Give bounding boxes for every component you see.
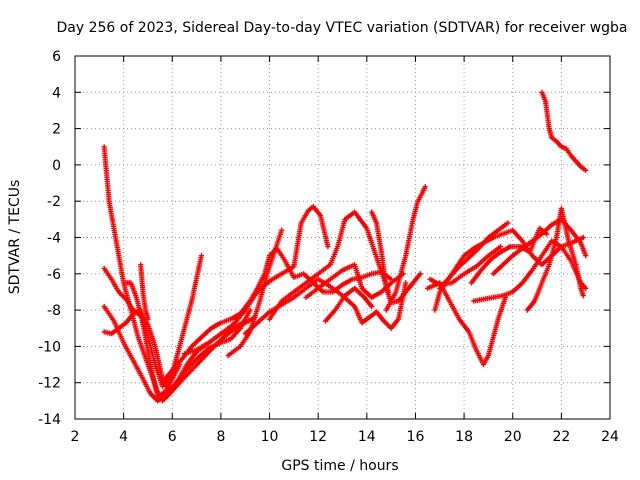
grid	[75, 56, 610, 419]
series-sat-x	[539, 89, 589, 173]
series-markers	[432, 227, 586, 313]
x-tick-label: 10	[261, 429, 279, 445]
y-tick-label: -2	[47, 194, 61, 210]
series-markers	[101, 144, 258, 404]
series-sat-t	[468, 225, 550, 286]
series-sat-w	[524, 205, 586, 313]
series-markers	[181, 204, 331, 357]
y-tick-label: 0	[52, 158, 61, 174]
y-tick-label: -8	[47, 303, 61, 319]
series-sat-m	[322, 285, 375, 324]
series-markers	[138, 262, 151, 322]
y-tick-label: -10	[38, 339, 61, 355]
x-tick-label: 12	[309, 429, 327, 445]
series-markers	[266, 209, 392, 322]
y-tick-label: -12	[38, 376, 61, 392]
y-tick-label: -4	[47, 231, 61, 247]
series-sat-h	[181, 204, 331, 357]
series-markers	[303, 262, 406, 300]
x-tick-label: 22	[552, 429, 570, 445]
x-tick-label: 18	[455, 429, 473, 445]
x-tick-label: 14	[358, 429, 376, 445]
x-tick-label: 20	[504, 429, 522, 445]
y-tick-label: 4	[52, 85, 61, 101]
series-markers	[123, 280, 183, 400]
series-markers	[468, 225, 550, 286]
x-tick-label: 6	[168, 429, 177, 445]
data-series	[101, 89, 589, 404]
series-sat-v	[490, 216, 589, 277]
series-sat-i	[225, 227, 285, 359]
plot-frame	[74, 55, 611, 420]
series-sat-e	[123, 280, 183, 400]
series-line	[541, 92, 587, 171]
series-markers	[524, 205, 586, 313]
y-tick-label: 6	[52, 49, 61, 65]
series-sat-d	[101, 303, 253, 404]
series-markers	[539, 89, 589, 173]
series-sat-k	[266, 209, 392, 322]
x-axis-title: GPS time / hours	[281, 458, 398, 474]
series-markers	[322, 285, 375, 324]
series-markers	[383, 184, 428, 313]
x-tick-label: 2	[71, 429, 80, 445]
y-tick-label: -14	[38, 412, 61, 428]
series-sat-q	[427, 244, 504, 288]
y-axis-title: SDTVAR / TECUs	[7, 180, 23, 295]
series-markers	[242, 276, 409, 337]
axis-ticks: 2 4 6 8 10 12 14 16 18 20 22 246420-2-4-6-8-10-12-1…	[38, 49, 619, 445]
series-markers	[225, 227, 285, 359]
series-markers	[101, 303, 253, 404]
y-tick-label: -6	[47, 267, 61, 283]
chart-title: Day 256 of 2023, Sidereal Day-to-day VTE…	[56, 20, 627, 36]
series-sat-s	[432, 227, 586, 313]
series-sat-f	[138, 262, 151, 322]
series-sat-a	[101, 144, 258, 404]
series-sat-o	[383, 184, 428, 313]
x-tick-label: 4	[119, 429, 128, 445]
x-tick-label: 24	[601, 429, 619, 445]
series-line	[244, 278, 407, 335]
x-tick-label: 8	[216, 429, 225, 445]
series-markers	[427, 244, 504, 288]
x-tick-label: 16	[407, 429, 425, 445]
y-tick-label: 2	[52, 122, 61, 138]
